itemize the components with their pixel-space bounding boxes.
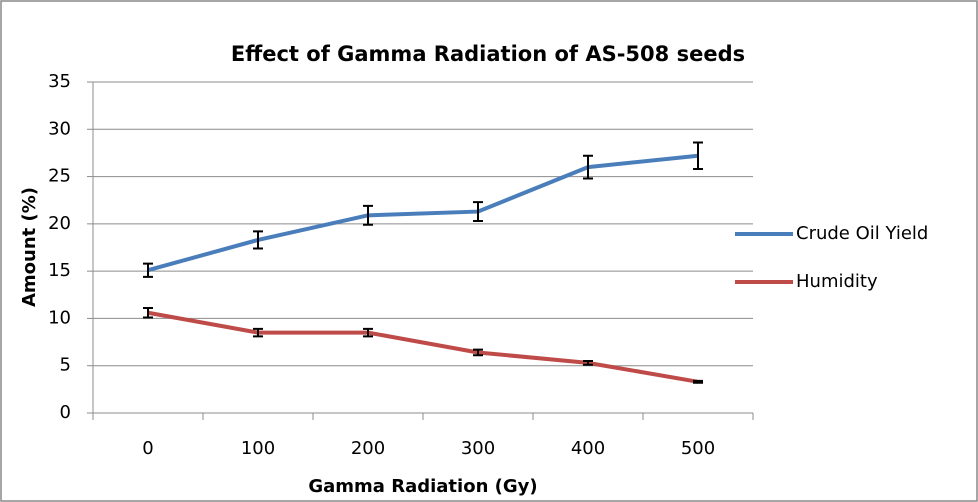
error-bar (473, 348, 483, 357)
y-tick-label: 15 (48, 260, 71, 281)
error-bar (473, 201, 483, 223)
error-bar (143, 262, 153, 278)
x-tick-label: 400 (571, 438, 605, 459)
error-bar (583, 359, 593, 366)
error-bar (363, 327, 373, 338)
legend-label: Crude Oil Yield (796, 223, 928, 244)
x-tick-label: 0 (142, 438, 153, 459)
y-tick-label: 10 (48, 307, 71, 328)
x-tick-label: 100 (241, 438, 275, 459)
error-bar (253, 327, 263, 338)
y-tick-label: 35 (48, 71, 71, 92)
y-tick-label: 5 (60, 355, 71, 376)
y-tick-label: 30 (48, 118, 71, 139)
x-axis-title: Gamma Radiation (Gy) (308, 476, 537, 497)
error-bar (363, 204, 373, 226)
error-bar (693, 379, 703, 384)
x-tick-label: 300 (461, 438, 495, 459)
error-bar (143, 307, 153, 319)
y-tick-label: 20 (48, 213, 71, 234)
x-tick-label: 200 (351, 438, 385, 459)
series-line (147, 310, 699, 384)
legend-label: Humidity (796, 271, 878, 292)
error-bar (583, 154, 593, 180)
chart-title: Effect of Gamma Radiation of AS-508 seed… (231, 42, 745, 66)
series-line (147, 153, 699, 273)
y-axis-title: Amount (%) (19, 187, 40, 307)
x-tick-label: 500 (681, 438, 715, 459)
y-tick-label: 25 (48, 166, 71, 187)
error-bar (693, 141, 703, 171)
y-tick-label: 0 (60, 402, 71, 423)
error-bar (253, 230, 263, 250)
